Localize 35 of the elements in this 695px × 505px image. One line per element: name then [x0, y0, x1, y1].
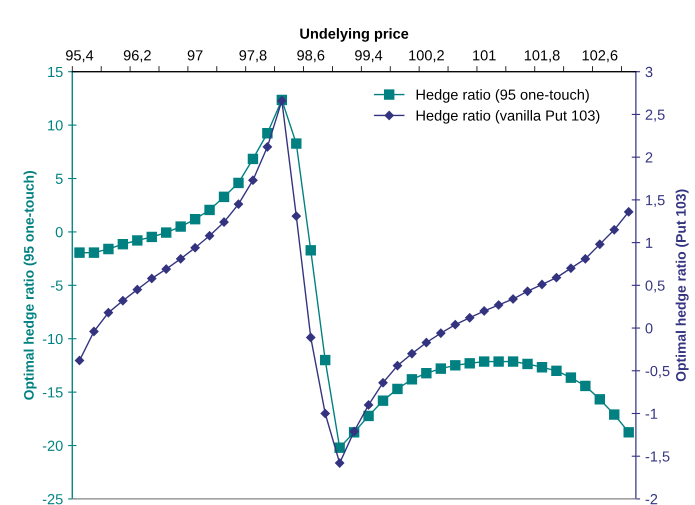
y2-tick-label: 1,5: [646, 195, 665, 208]
y-tick-label: -15: [42, 387, 63, 398]
legend-label: Hedge ratio (95 one-touch): [416, 89, 589, 103]
x-tick-label: 97: [188, 50, 203, 60]
x-tick-label: 99,4: [355, 50, 382, 62]
x-tick-label: 102,6: [582, 50, 618, 62]
y2-tick-label: 0: [646, 323, 652, 334]
y-tick-label: 15: [48, 66, 63, 78]
y2-tick-label: -1: [646, 408, 658, 419]
x-tick-label: 95,4: [66, 50, 94, 62]
x-tick-label: 96,2: [124, 50, 151, 62]
x-tick-label: 100,2: [409, 50, 444, 62]
x-tick-label: 98,6: [297, 50, 324, 62]
y2-tick-label: -1,5: [646, 451, 670, 464]
y2-tick-label: 2,5: [646, 110, 665, 122]
y-tick-label: -25: [42, 494, 63, 504]
y-axis-title: Optimal hedge ratio (95 one-touch): [24, 171, 37, 400]
y-tick-label: -20: [42, 440, 63, 451]
y2-tick-label: 2: [646, 152, 652, 162]
y2-tick-label: 0,5: [646, 280, 665, 292]
y-tick-label: 10: [48, 120, 63, 131]
x-tick-label: 101: [473, 50, 496, 60]
y2-tick-label: -0,5: [646, 366, 670, 378]
y-tick-label: 0: [56, 227, 63, 238]
y2-tick-label: -2: [646, 494, 658, 504]
y-tick-label: -10: [42, 334, 63, 344]
y-tick-label: 5: [56, 174, 63, 184]
y2-axis-title: Optimal hedge ratio (Put 103): [676, 190, 689, 382]
y-tick-label: -5: [50, 280, 63, 291]
x-tick-label: 97,8: [239, 50, 266, 62]
legend-label: Hedge ratio (vanilla Put 103): [416, 110, 600, 124]
y2-tick-label: 1: [646, 238, 652, 248]
x-axis-title: Undelying price: [300, 28, 408, 42]
y2-tick-label: 3: [646, 66, 652, 78]
x-tick-label: 101,8: [524, 50, 560, 62]
